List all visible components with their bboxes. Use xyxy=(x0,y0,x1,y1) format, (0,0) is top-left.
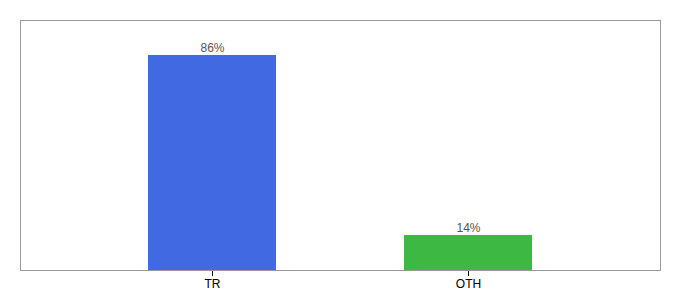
svg-text:TR: TR xyxy=(205,277,221,291)
svg-text:14%: 14% xyxy=(456,221,480,235)
svg-text:86%: 86% xyxy=(200,41,224,55)
svg-text:OTH: OTH xyxy=(456,277,481,291)
